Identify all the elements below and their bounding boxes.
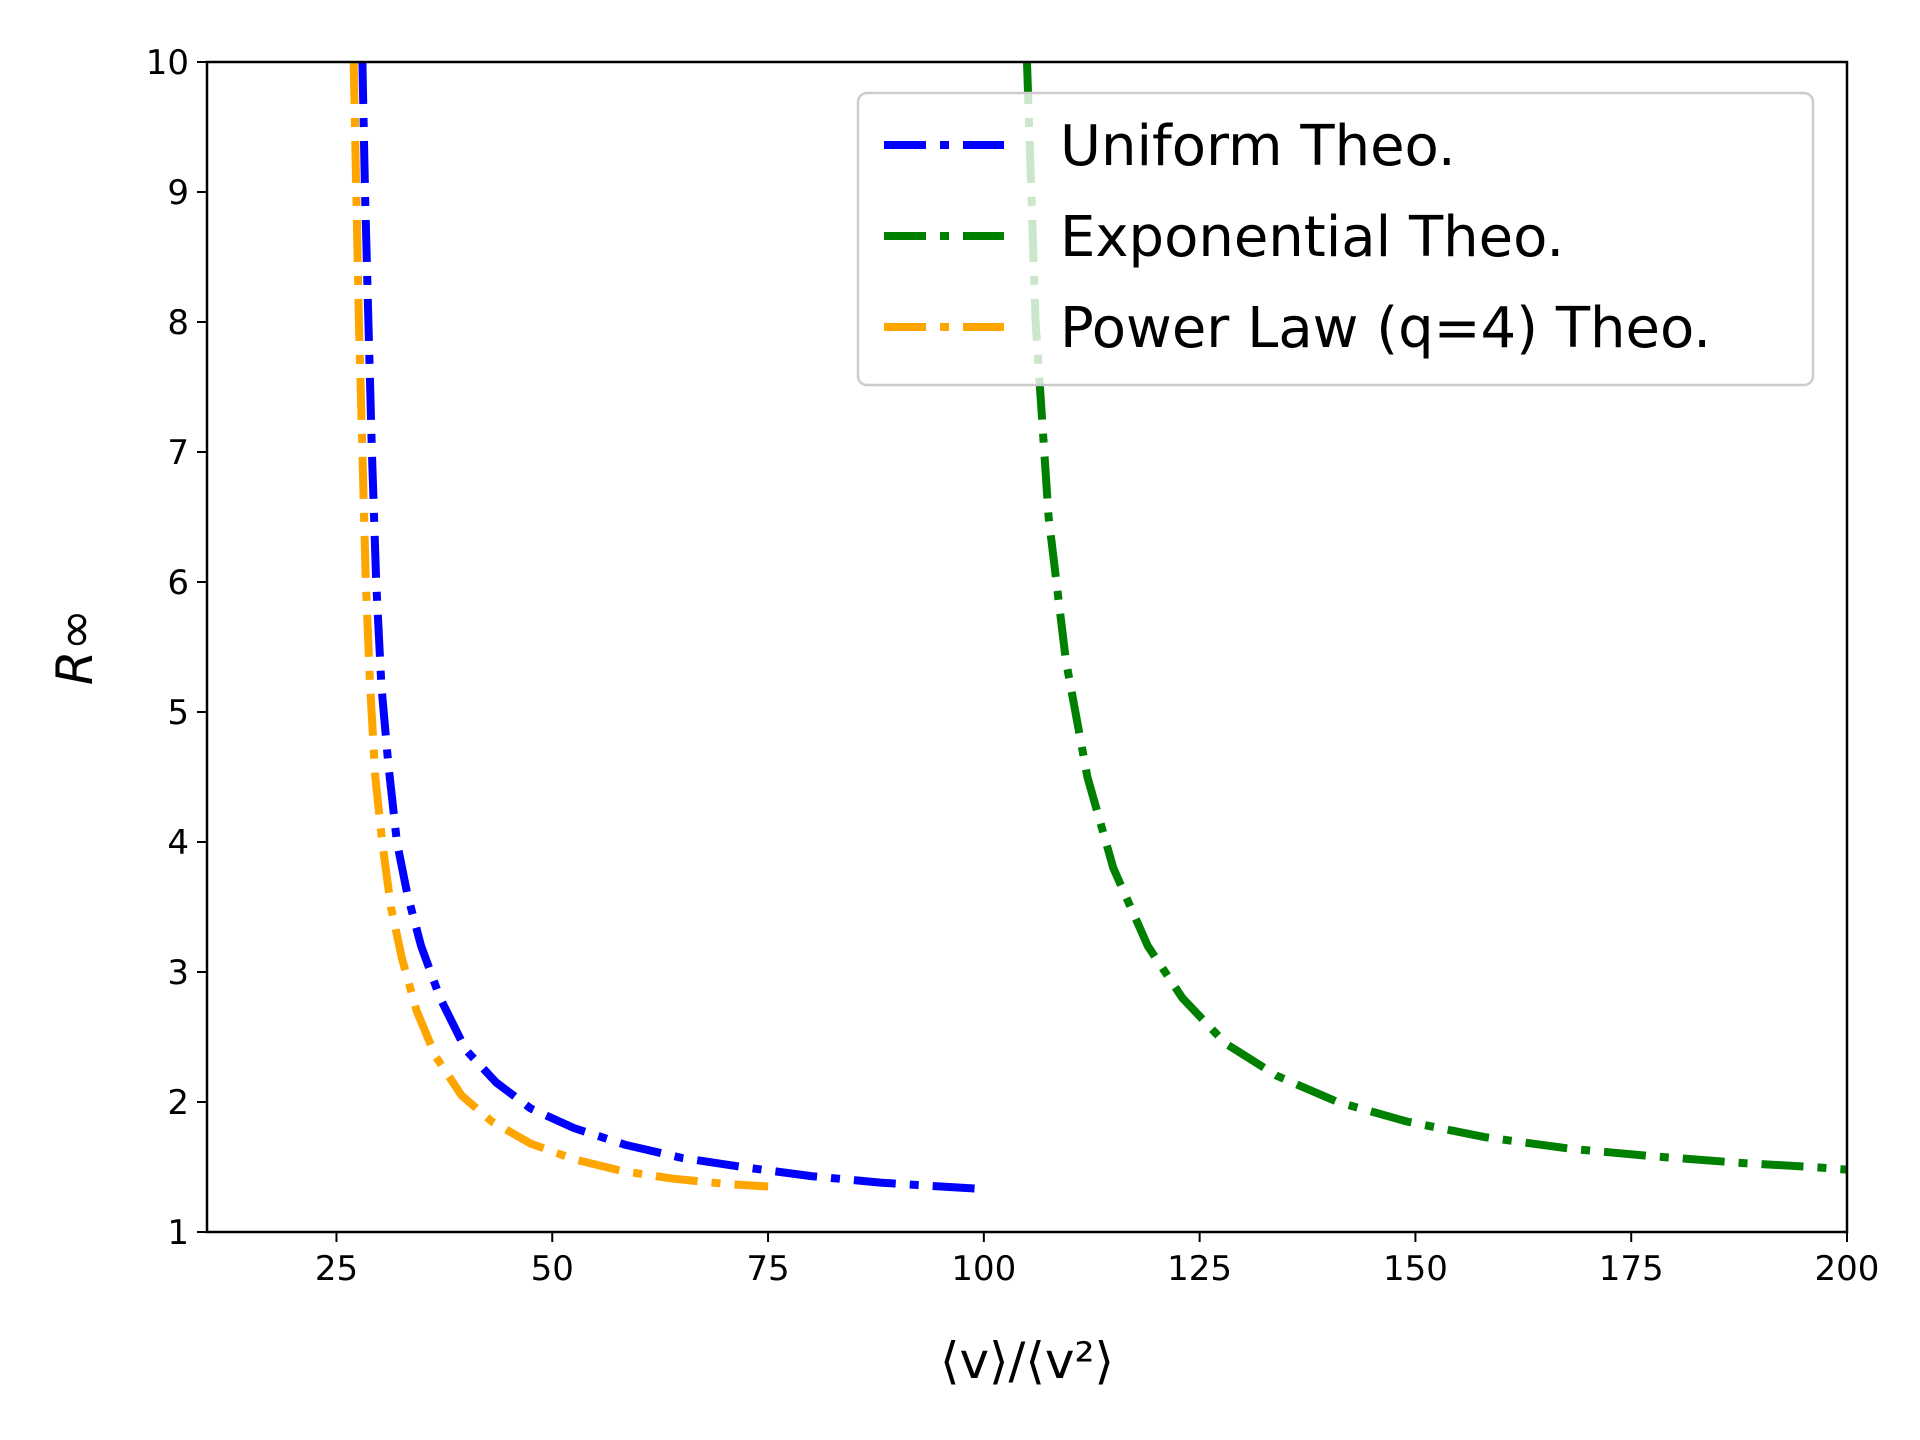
legend: Uniform Theo. Exponential Theo. Power Law … (856, 91, 1815, 387)
x-tick-label: 200 (1815, 1249, 1880, 1289)
legend-box (856, 91, 1815, 387)
y-tick-label: 4 (167, 823, 189, 863)
legend-label: Exponential Theo. (1060, 205, 1564, 270)
series-line-1 (358, 62, 985, 1194)
y-tick-label: 5 (167, 693, 189, 733)
tick-layer: 25 50 75 100 125 150 175 200 1 2 3 4 5 6 7 8 9 10 (146, 43, 1880, 1289)
y-tick-label: 2 (167, 1083, 189, 1123)
series-line-2 (1023, 62, 1847, 1174)
series-layer (349, 62, 1847, 1194)
x-tick-label: 100 (951, 1249, 1016, 1289)
x-tick-label: 150 (1383, 1249, 1448, 1289)
y-tick-label: 6 (167, 563, 189, 603)
x-tick-label: 50 (531, 1249, 574, 1289)
y-tick-label: 9 (167, 173, 189, 213)
series-line-3 (349, 62, 769, 1191)
legend-label: Power Law (q=4) Theo. (1060, 296, 1711, 361)
x-axis-label: ⟨v⟩/⟨v²⟩ (940, 1332, 1114, 1390)
x-tick-label: 175 (1599, 1249, 1664, 1289)
legend-label: Uniform Theo. (1060, 114, 1456, 179)
y-tick-label: 7 (167, 433, 189, 473)
x-tick-label: 125 (1167, 1249, 1232, 1289)
x-tick-label: 25 (315, 1249, 358, 1289)
y-tick-label: 10 (146, 43, 189, 83)
y-axis-label: R∞ (46, 609, 104, 685)
x-tick-label: 75 (746, 1249, 789, 1289)
y-tick-label: 1 (167, 1213, 189, 1253)
y-tick-label: 3 (167, 953, 189, 993)
plot-area-frame (205, 60, 1849, 1234)
y-tick-label: 8 (167, 303, 189, 343)
